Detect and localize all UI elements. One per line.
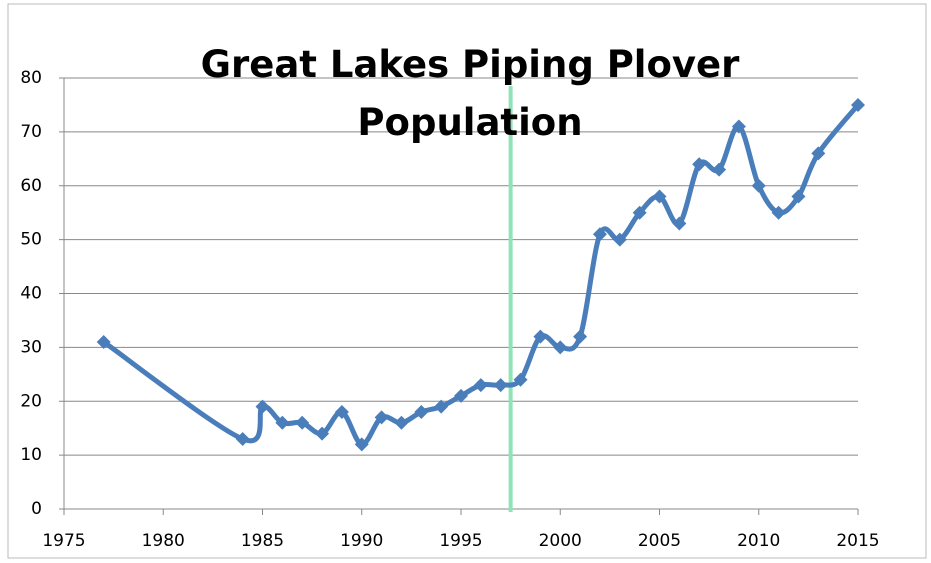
- point-marker: [811, 146, 826, 161]
- x-tick-label: 2000: [539, 531, 582, 551]
- y-tick-label: 20: [20, 391, 42, 411]
- y-tick-label: 40: [20, 284, 42, 304]
- point-marker: [334, 405, 349, 420]
- y-tick-label: 10: [20, 445, 42, 465]
- x-tick-label: 1975: [42, 531, 85, 551]
- point-marker: [275, 415, 290, 430]
- x-tick-label: 1990: [340, 531, 383, 551]
- chart-title: Great Lakes Piping Plover Population: [200, 43, 740, 144]
- point-marker: [96, 334, 111, 349]
- x-tick-label: 2015: [836, 531, 879, 551]
- x-tick-label: 1980: [142, 531, 185, 551]
- point-marker: [295, 415, 310, 430]
- point-marker: [751, 178, 766, 193]
- y-tick-label: 0: [31, 499, 42, 519]
- point-marker: [394, 415, 409, 430]
- chart-border: [7, 3, 927, 559]
- point-marker: [632, 205, 647, 220]
- x-tick-label: 1985: [241, 531, 284, 551]
- x-tick-label: 2005: [638, 531, 681, 551]
- point-marker: [354, 437, 369, 452]
- point-marker: [454, 388, 468, 403]
- point-marker: [414, 405, 429, 420]
- point-marker: [513, 372, 528, 387]
- y-tick-label: 80: [20, 68, 42, 88]
- point-marker: [473, 378, 488, 393]
- x-tick-label: 2010: [737, 531, 780, 551]
- point-marker: [652, 189, 667, 204]
- point-marker: [592, 227, 607, 242]
- point-marker: [612, 232, 627, 247]
- point-marker: [235, 431, 250, 446]
- point-marker: [315, 426, 330, 441]
- y-tick-label: 70: [20, 122, 42, 142]
- x-tick-label: 1995: [439, 531, 482, 551]
- point-marker: [434, 399, 449, 414]
- point-marker: [692, 157, 707, 172]
- y-tick-label: 50: [20, 230, 42, 250]
- point-marker: [771, 205, 786, 220]
- y-tick-label: 60: [20, 176, 42, 196]
- series-line: [102, 103, 860, 447]
- point-marker: [851, 97, 865, 112]
- point-marker: [533, 329, 548, 344]
- point-marker: [791, 189, 806, 204]
- point-marker: [255, 399, 270, 414]
- point-marker: [553, 340, 568, 355]
- y-tick-label: 30: [20, 337, 42, 357]
- point-marker: [712, 162, 727, 177]
- point-marker: [672, 216, 687, 231]
- point-marker: [493, 378, 508, 393]
- point-marker: [731, 119, 746, 134]
- point-marker: [573, 329, 588, 344]
- point-marker: [374, 410, 389, 425]
